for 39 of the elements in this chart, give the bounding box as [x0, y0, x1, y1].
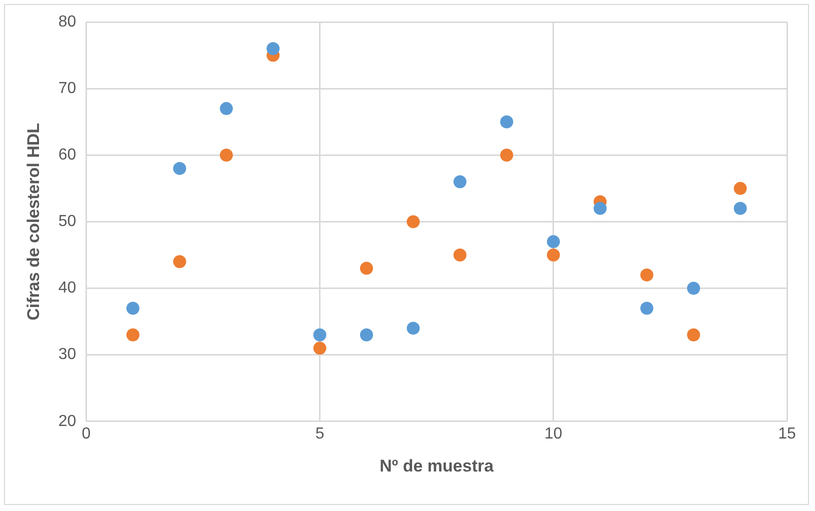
- point: [360, 262, 374, 275]
- point: [546, 248, 560, 262]
- point: [406, 322, 420, 335]
- y-tick-label: 80: [58, 13, 76, 30]
- point: [453, 175, 466, 188]
- x-axis-title: Nº de muestra: [380, 456, 494, 476]
- point: [500, 115, 514, 128]
- point: [594, 202, 607, 215]
- point: [453, 248, 466, 262]
- point: [126, 328, 140, 342]
- point: [734, 182, 747, 195]
- x-tick-label: 15: [778, 425, 796, 442]
- point: [640, 268, 654, 282]
- y-tick-label: 50: [58, 213, 76, 230]
- point: [313, 328, 326, 342]
- point: [126, 302, 140, 315]
- y-tick-label: 70: [58, 80, 76, 97]
- point: [313, 342, 326, 355]
- point: [640, 302, 654, 315]
- y-tick-label: 30: [58, 346, 76, 364]
- point: [734, 202, 747, 215]
- y-tick-label: 20: [58, 412, 76, 430]
- point: [500, 148, 514, 162]
- point: [220, 148, 233, 162]
- x-tick-label: 10: [544, 425, 562, 442]
- point: [406, 215, 420, 228]
- point: [173, 255, 186, 268]
- point: [546, 235, 560, 248]
- y-tick-label: 60: [58, 146, 76, 164]
- point: [687, 328, 700, 342]
- point: [266, 42, 280, 56]
- x-tick-label: 0: [82, 425, 91, 442]
- y-axis-title: Cifras de colesterol HDL: [24, 122, 43, 320]
- x-tick-label: 5: [315, 425, 324, 442]
- point: [220, 102, 233, 116]
- y-tick-label: 40: [58, 280, 76, 297]
- point: [687, 282, 700, 295]
- point: [360, 328, 374, 342]
- point: [173, 162, 186, 175]
